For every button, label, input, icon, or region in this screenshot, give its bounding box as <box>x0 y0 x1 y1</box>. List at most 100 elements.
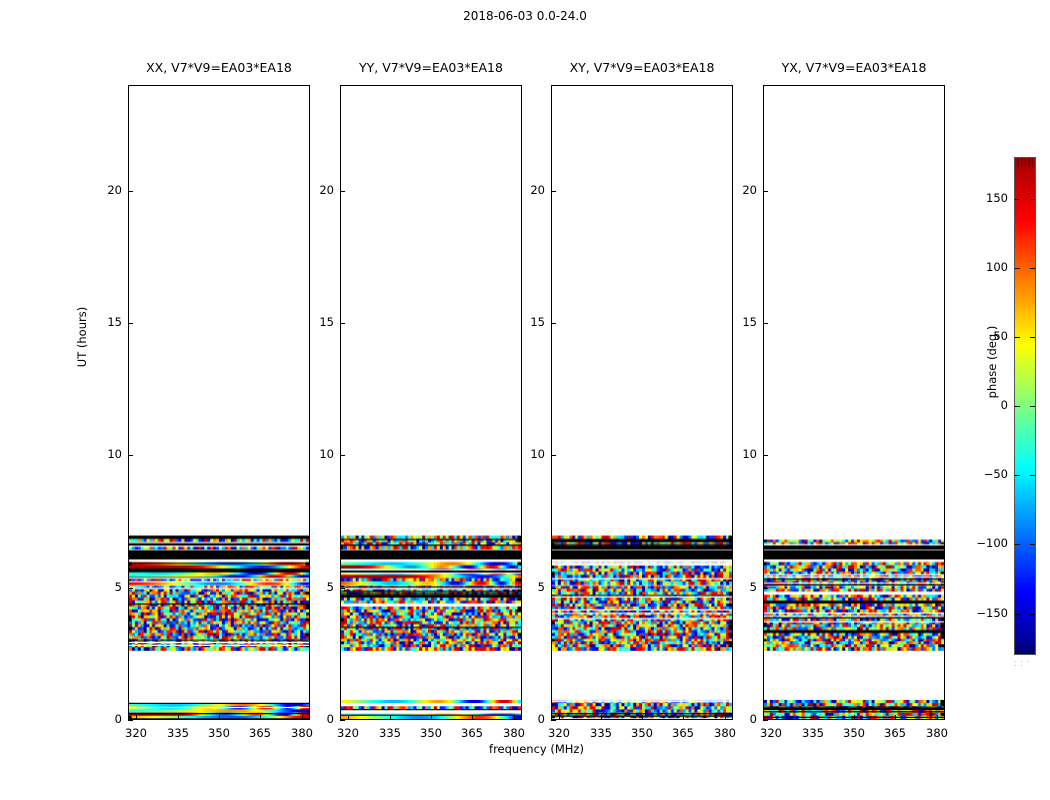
y-tick-label: 15 <box>742 315 757 329</box>
x-tick-label: 335 <box>379 726 401 740</box>
y-tick-label: 0 <box>326 712 334 726</box>
plot-panel-yy[interactable] <box>340 85 522 720</box>
y-tick-label: 5 <box>537 580 545 594</box>
y-tick-label: 5 <box>749 580 757 594</box>
x-tickmark <box>725 715 726 720</box>
y-tick-label: 5 <box>326 580 334 594</box>
x-tickmark <box>260 715 261 720</box>
y-tick-label: 20 <box>530 183 545 197</box>
x-tickmark <box>895 715 896 720</box>
x-tick-label: 350 <box>843 726 865 740</box>
panel-title-xx: XX, V7*V9=EA03*EA18 <box>146 60 292 75</box>
y-tickmark <box>128 191 133 192</box>
y-tickmark <box>763 455 768 456</box>
colorbar-tickmark <box>1015 268 1020 269</box>
x-tickmark <box>136 715 137 720</box>
colorbar-overflow-dots: · · · · · <box>1014 658 1031 670</box>
colorbar-tick-label: 0 <box>1000 398 1008 412</box>
y-tick-label: 0 <box>114 712 122 726</box>
y-tick-label: 15 <box>107 315 122 329</box>
y-tick-label: 15 <box>319 315 334 329</box>
x-tick-label: 380 <box>926 726 948 740</box>
x-tick-label: 320 <box>125 726 147 740</box>
y-tick-label: 10 <box>742 447 757 461</box>
colorbar-tickmark <box>1015 475 1020 476</box>
waterfall-image-yx <box>764 86 944 719</box>
x-tick-label: 380 <box>714 726 736 740</box>
colorbar-tickmark <box>1015 337 1020 338</box>
x-tick-label: 365 <box>672 726 694 740</box>
y-tick-label: 10 <box>319 447 334 461</box>
colorbar-tick-label: 50 <box>993 329 1008 343</box>
waterfall-image-xy <box>552 86 732 719</box>
colorbar-tickmark <box>1015 614 1020 615</box>
colorbar-tick-label: −100 <box>976 536 1008 550</box>
colorbar-tickmark <box>1015 406 1020 407</box>
x-tick-label: 365 <box>461 726 483 740</box>
x-tickmark <box>771 715 772 720</box>
y-tickmark <box>763 720 768 721</box>
y-tickmark <box>763 191 768 192</box>
y-tickmark <box>340 588 345 589</box>
y-tickmark <box>551 323 556 324</box>
x-tickmark <box>472 715 473 720</box>
x-tick-label: 380 <box>503 726 525 740</box>
x-tickmark <box>813 715 814 720</box>
y-tickmark <box>340 191 345 192</box>
colorbar-tick-label: 100 <box>986 260 1008 274</box>
x-tick-label: 320 <box>337 726 359 740</box>
colorbar-tick-label: −50 <box>983 467 1008 481</box>
plot-panel-xx[interactable] <box>128 85 310 720</box>
x-tick-label: 350 <box>208 726 230 740</box>
x-tick-label: 335 <box>590 726 612 740</box>
y-tick-label: 15 <box>530 315 545 329</box>
x-tickmark <box>854 715 855 720</box>
x-tick-label: 320 <box>760 726 782 740</box>
y-tickmark <box>128 323 133 324</box>
colorbar-tick-label: −150 <box>976 606 1008 620</box>
y-tick-label: 20 <box>107 183 122 197</box>
x-tickmark <box>431 715 432 720</box>
waterfall-image-xx <box>129 86 309 719</box>
x-tickmark <box>348 715 349 720</box>
colorbar[interactable] <box>1014 157 1036 655</box>
colorbar-tickmark <box>1030 268 1035 269</box>
y-tick-label: 20 <box>742 183 757 197</box>
y-tickmark <box>551 191 556 192</box>
y-tickmark <box>128 720 133 721</box>
y-tickmark <box>128 455 133 456</box>
plot-panel-yx[interactable] <box>763 85 945 720</box>
x-tick-label: 320 <box>548 726 570 740</box>
y-tick-label: 5 <box>114 580 122 594</box>
waterfall-image-yy <box>341 86 521 719</box>
colorbar-tickmark <box>1030 544 1035 545</box>
y-tick-label: 10 <box>107 447 122 461</box>
y-tickmark <box>340 720 345 721</box>
colorbar-label: phase (deg.) <box>985 325 999 399</box>
colorbar-tickmark <box>1015 544 1020 545</box>
x-tick-label: 335 <box>167 726 189 740</box>
colorbar-tickmark <box>1030 475 1035 476</box>
colorbar-tickmark <box>1030 199 1035 200</box>
y-tickmark <box>763 588 768 589</box>
x-tickmark <box>514 715 515 720</box>
colorbar-tickmark <box>1030 337 1035 338</box>
x-axis-label: frequency (MHz) <box>489 742 584 756</box>
colorbar-tickmark <box>1030 614 1035 615</box>
panel-title-yy: YY, V7*V9=EA03*EA18 <box>359 60 503 75</box>
x-tickmark <box>601 715 602 720</box>
x-tickmark <box>390 715 391 720</box>
plot-panel-xy[interactable] <box>551 85 733 720</box>
colorbar-tickmark <box>1015 199 1020 200</box>
y-tick-label: 0 <box>537 712 545 726</box>
colorbar-tickmark <box>1030 406 1035 407</box>
y-tick-label: 20 <box>319 183 334 197</box>
colorbar-tick-label: 150 <box>986 191 1008 205</box>
y-tickmark <box>340 323 345 324</box>
x-tick-label: 350 <box>631 726 653 740</box>
x-tick-label: 350 <box>420 726 442 740</box>
x-tickmark <box>302 715 303 720</box>
x-tick-label: 365 <box>884 726 906 740</box>
y-tickmark <box>128 588 133 589</box>
